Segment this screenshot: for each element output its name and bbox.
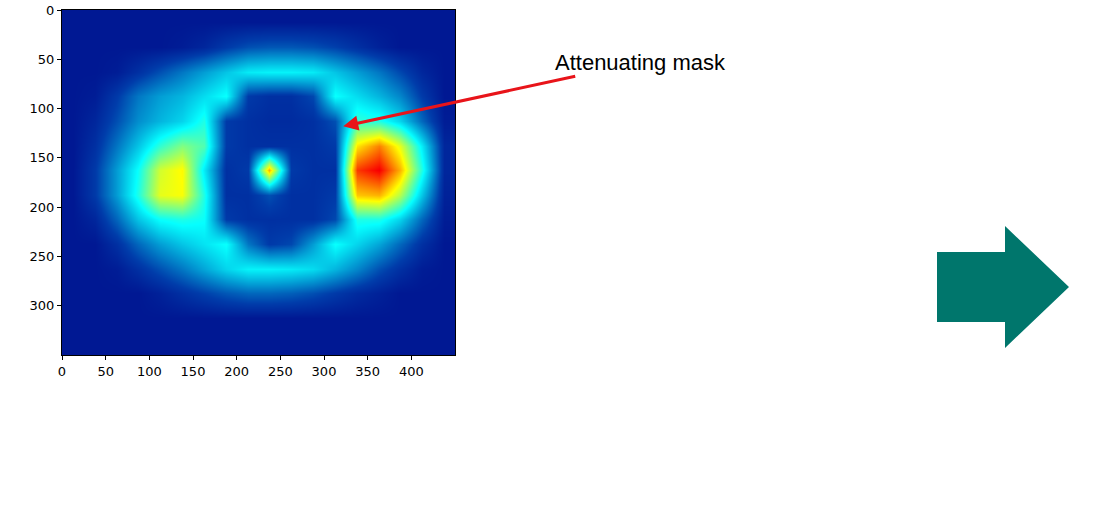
svg-text:300: 300 [30,298,55,313]
svg-text:Attenuating mask: Attenuating mask [555,50,726,75]
svg-text:0: 0 [46,3,54,18]
svg-text:50: 50 [97,364,114,379]
svg-text:100: 100 [30,101,55,116]
svg-text:200: 200 [224,364,249,379]
svg-text:100: 100 [137,364,162,379]
svg-text:300: 300 [312,364,337,379]
svg-text:150: 150 [181,364,206,379]
svg-text:350: 350 [355,364,380,379]
svg-text:150: 150 [30,150,55,165]
svg-text:400: 400 [399,364,424,379]
svg-text:0: 0 [58,364,66,379]
svg-text:50: 50 [38,52,55,67]
svg-text:200: 200 [30,200,55,215]
svg-text:250: 250 [268,364,293,379]
svg-text:250: 250 [30,249,55,264]
